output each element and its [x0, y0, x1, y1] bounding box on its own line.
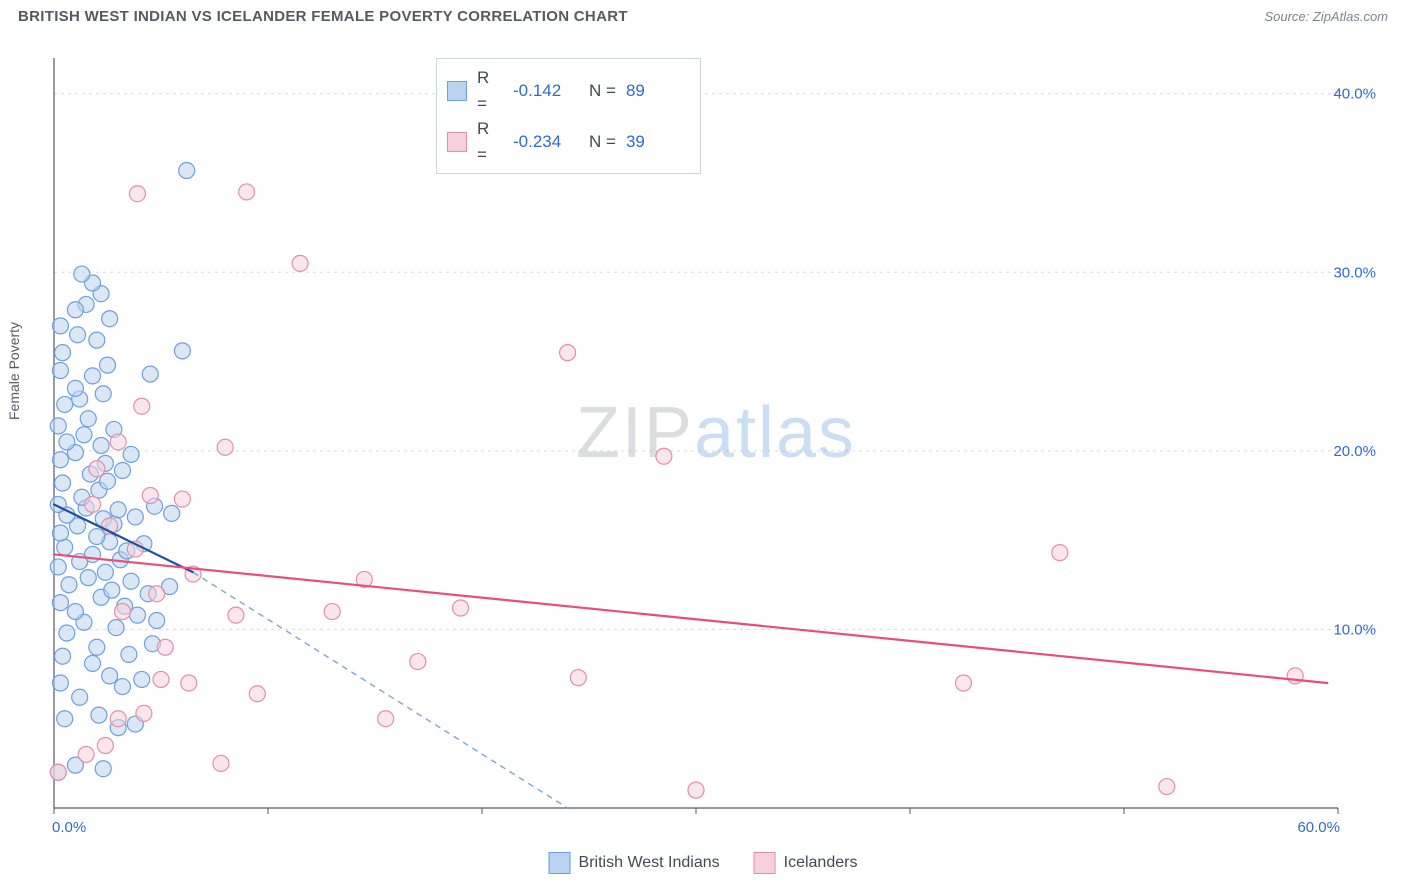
swatch-pink: [447, 132, 467, 152]
legend-item-0: British West Indians: [549, 852, 720, 874]
r-value: -0.142: [513, 78, 573, 104]
svg-text:0.0%: 0.0%: [52, 819, 86, 836]
n-label: N =: [589, 129, 616, 155]
swatch-blue: [447, 81, 467, 101]
source-label: Source: ZipAtlas.com: [1264, 9, 1388, 24]
legend-label: Icelanders: [784, 854, 858, 872]
correlation-legend-box: R = -0.142 N = 89 R = -0.234 N = 39: [436, 58, 701, 174]
svg-text:10.0%: 10.0%: [1333, 621, 1376, 638]
svg-text:40.0%: 40.0%: [1333, 86, 1376, 103]
chart-title: BRITISH WEST INDIAN VS ICELANDER FEMALE …: [18, 8, 628, 25]
n-label: N =: [589, 78, 616, 104]
svg-text:30.0%: 30.0%: [1333, 264, 1376, 281]
legend-item-1: Icelanders: [754, 852, 858, 874]
correlation-row-0: R = -0.142 N = 89: [447, 65, 686, 116]
correlation-row-1: R = -0.234 N = 39: [447, 116, 686, 167]
n-value: 89: [626, 78, 686, 104]
y-axis-label: Female Poverty: [6, 322, 22, 420]
swatch-blue: [549, 852, 571, 874]
legend-label: British West Indians: [579, 854, 720, 872]
swatch-pink: [754, 852, 776, 874]
r-label: R =: [477, 65, 503, 116]
chart-area: 10.0%20.0%30.0%40.0%0.0%60.0% ZIPatlas R…: [46, 54, 1386, 844]
r-value: -0.234: [513, 129, 573, 155]
svg-text:60.0%: 60.0%: [1297, 819, 1340, 836]
svg-text:20.0%: 20.0%: [1333, 443, 1376, 460]
scatter-plot-svg: 10.0% 20.0% 30.0% 40.0% 0.0% 60.0%: [46, 54, 1386, 844]
series-legend: British West Indians Icelanders: [549, 852, 858, 874]
n-value: 39: [626, 129, 686, 155]
r-label: R =: [477, 116, 503, 167]
